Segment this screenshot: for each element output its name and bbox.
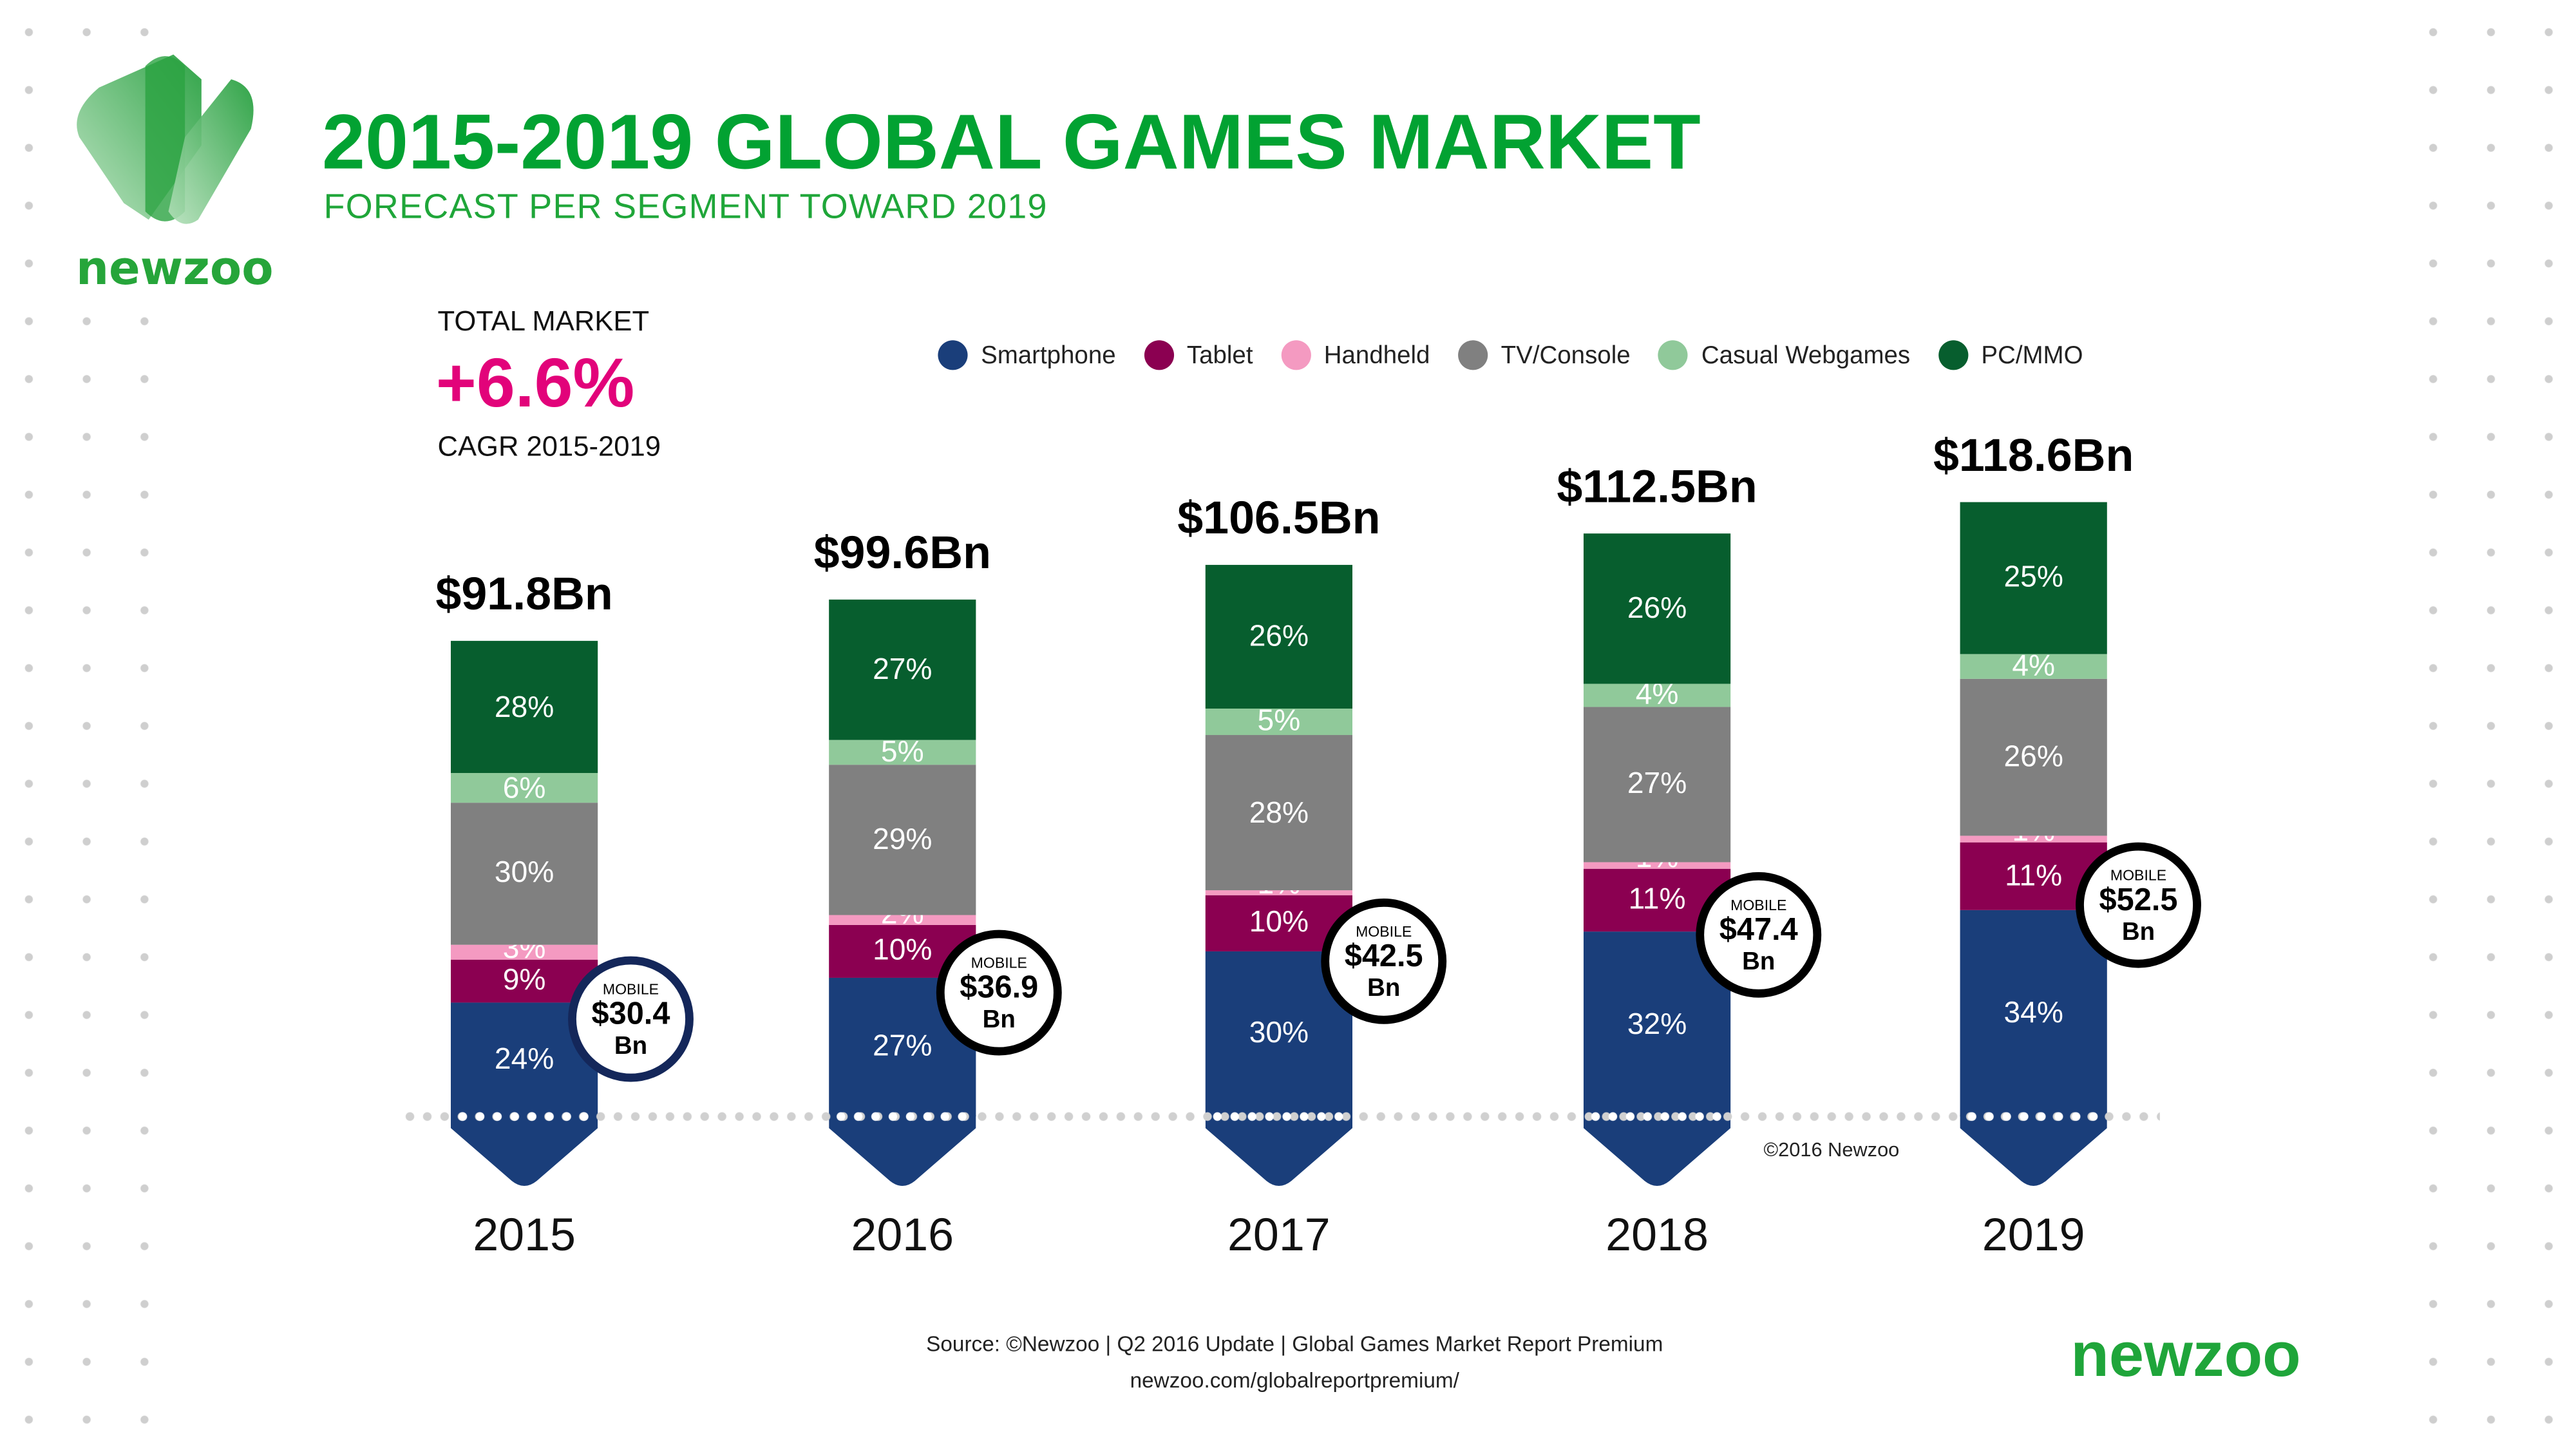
- page-subtitle: FORECAST PER SEGMENT TOWARD 2019: [323, 188, 1048, 227]
- legend: Smartphone Tablet Handheld TV/Console Casual…: [938, 340, 2111, 370]
- legend-item: Tablet: [1144, 340, 1253, 370]
- year-label: 2015: [473, 1208, 576, 1261]
- mobile-unit: Bn: [2121, 918, 2155, 947]
- mobile-label: MOBILE: [602, 981, 659, 998]
- legend-item: Handheld: [1281, 340, 1430, 370]
- copyright: ©2016 Newzoo: [1763, 1138, 1900, 1161]
- legend-swatch-icon: [1658, 340, 1689, 370]
- bar-arrow-tip: [1205, 1114, 1352, 1187]
- bar-baseline-dots: [1587, 1111, 1728, 1122]
- bar-arrow-tip: [1583, 1114, 1731, 1187]
- source-url: newzoo.com/globalreportpremium/: [1130, 1368, 1459, 1393]
- bar-segment-casual-webgames: 4%: [1583, 678, 1731, 711]
- mobile-total-badge: MOBILE $36.9 Bn: [936, 930, 1062, 1056]
- mobile-total-badge: MOBILE $52.5 Bn: [2076, 842, 2201, 968]
- year-label: 2017: [1227, 1208, 1331, 1261]
- year-label: 2019: [1982, 1208, 2085, 1261]
- legend-label: Smartphone: [981, 341, 1116, 370]
- source-text: Source: ©Newzoo | Q2 2016 Update | Globa…: [926, 1331, 1663, 1357]
- legend-item: Casual Webgames: [1658, 340, 1910, 370]
- bar-segment-handheld: 1%: [1960, 817, 2107, 844]
- bar-baseline-dots: [832, 1111, 973, 1122]
- bar-segment-tv-console: 27%: [1583, 706, 1731, 863]
- mobile-label: MOBILE: [2110, 867, 2167, 884]
- mobile-unit: Bn: [1742, 948, 1776, 977]
- legend-swatch-icon: [1938, 340, 1968, 370]
- legend-label: Casual Webgames: [1701, 341, 1911, 370]
- mobile-unit: Bn: [614, 1032, 648, 1061]
- total-label: $91.8Bn: [435, 568, 613, 619]
- cagr-caption: CAGR 2015-2019: [437, 431, 661, 463]
- mobile-total-badge: MOBILE $30.4 Bn: [568, 956, 694, 1082]
- logo-mark-icon: [77, 54, 254, 224]
- newzoo-logo: newzoo: [66, 46, 281, 296]
- bar-segment-handheld: 1%: [1583, 840, 1731, 873]
- page-title: 2015-2019 GLOBAL GAMES MARKET: [321, 97, 1701, 186]
- bar-arrow-tip: [450, 1114, 598, 1187]
- bar-segment-pc-mmo: 26%: [1583, 533, 1731, 683]
- bar-segment-tablet: 10%: [1205, 895, 1352, 951]
- legend-item: TV/Console: [1458, 340, 1631, 370]
- year-label: 2016: [851, 1208, 954, 1261]
- bar-arrow-tip: [1960, 1114, 2107, 1187]
- mobile-label: MOBILE: [1356, 923, 1412, 940]
- bar-segment-pc-mmo: 27%: [829, 600, 976, 739]
- legend-label: TV/Console: [1501, 341, 1631, 370]
- mobile-label: MOBILE: [971, 955, 1027, 971]
- legend-label: Tablet: [1186, 341, 1253, 370]
- logo-wordmark: newzoo: [75, 241, 274, 296]
- bar-segment-handheld: 1%: [1205, 868, 1352, 901]
- year-label: 2018: [1605, 1208, 1709, 1261]
- mobile-value: $52.5: [2099, 883, 2178, 919]
- bar-segment-casual-webgames: 5%: [1205, 704, 1352, 738]
- bar-segment-tv-console: 29%: [829, 765, 976, 915]
- legend-item: Smartphone: [938, 340, 1116, 370]
- legend-swatch-icon: [1458, 340, 1488, 370]
- legend-label: PC/MMO: [1981, 341, 2083, 370]
- mobile-label: MOBILE: [1730, 897, 1787, 913]
- total-market-label: TOTAL MARKET: [437, 305, 650, 338]
- bar-segment-smartphone: 34%: [1960, 909, 2107, 1117]
- bar-segment-casual-webgames: 6%: [450, 770, 598, 804]
- bar-segment-casual-webgames: 5%: [829, 735, 976, 768]
- legend-swatch-icon: [1281, 340, 1311, 370]
- bar-segment-handheld: 3%: [450, 933, 598, 962]
- legend-item: PC/MMO: [1938, 340, 2083, 370]
- legend-swatch-icon: [938, 340, 968, 370]
- bar-segment-tv-console: 28%: [1205, 735, 1352, 890]
- mobile-unit: Bn: [982, 1006, 1016, 1035]
- legend-swatch-icon: [1144, 340, 1174, 370]
- legend-label: Handheld: [1323, 341, 1430, 370]
- decorative-dots-right: [2404, 0, 2576, 1450]
- cagr-value: +6.6%: [435, 343, 635, 421]
- bar-arrow-tip: [829, 1114, 976, 1187]
- mobile-value: $47.4: [1719, 913, 1798, 948]
- total-label: $99.6Bn: [813, 527, 991, 579]
- bar-baseline-dots: [1963, 1111, 2104, 1122]
- total-label: $112.5Bn: [1557, 460, 1757, 512]
- bar-segment-pc-mmo: 25%: [1960, 501, 2107, 654]
- mobile-unit: Bn: [1367, 974, 1401, 1003]
- bar-segment-tv-console: 30%: [450, 802, 598, 946]
- brand-wordmark: newzoo: [2070, 1321, 2301, 1391]
- mobile-total-badge: MOBILE $42.5 Bn: [1321, 898, 1447, 1024]
- bar-baseline-dots: [454, 1111, 595, 1122]
- mobile-value: $42.5: [1344, 939, 1423, 975]
- total-label: $106.5Bn: [1177, 491, 1381, 543]
- bar-segment-tv-console: 26%: [1960, 678, 2107, 837]
- bar-segment-casual-webgames: 4%: [1960, 649, 2107, 682]
- total-label: $118.6Bn: [1933, 428, 2134, 481]
- bar-segment-pc-mmo: 26%: [1205, 564, 1352, 708]
- bar-segment-handheld: 2%: [829, 899, 976, 930]
- mobile-value: $30.4: [591, 997, 670, 1033]
- bar-baseline-dots: [1208, 1111, 1349, 1122]
- mobile-value: $36.9: [960, 971, 1039, 1006]
- mobile-total-badge: MOBILE $47.4 Bn: [1696, 872, 1822, 998]
- bar-segment-pc-mmo: 28%: [450, 640, 598, 774]
